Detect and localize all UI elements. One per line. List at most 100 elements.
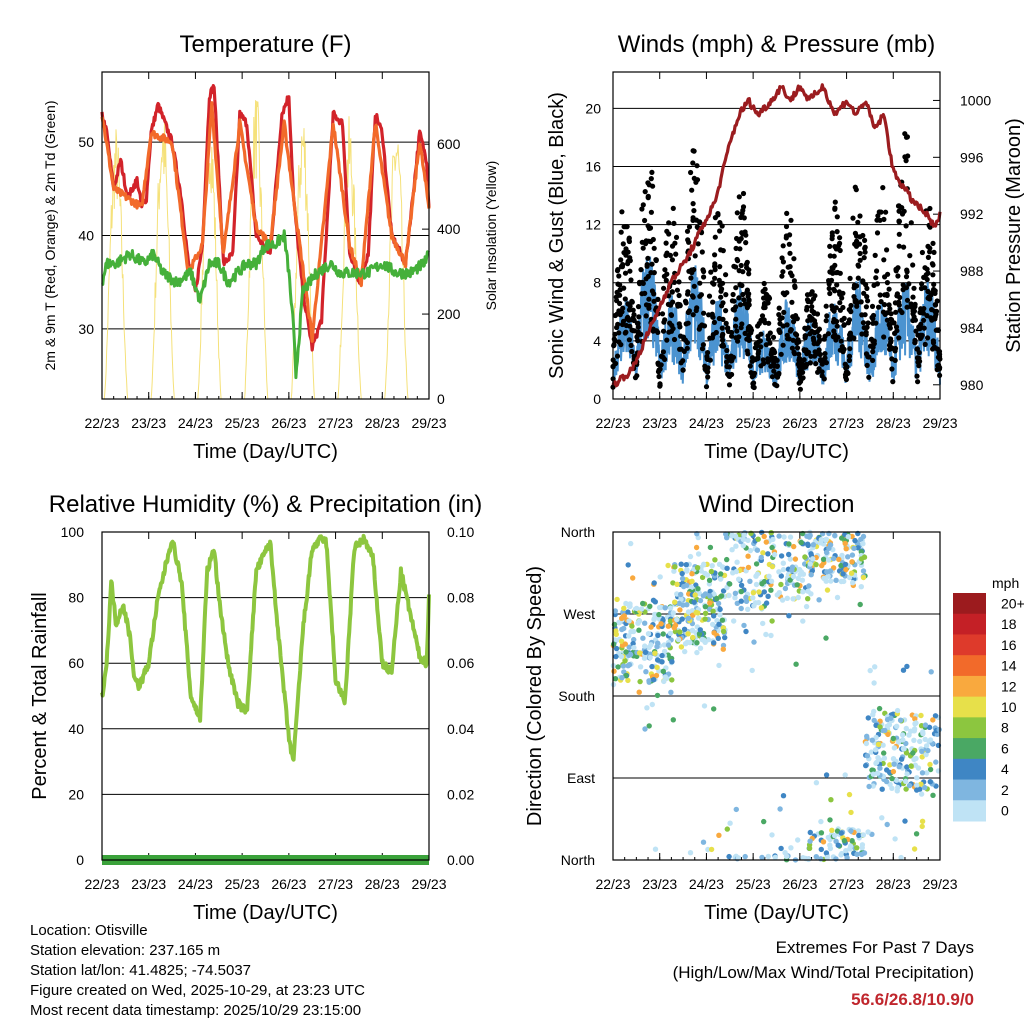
gust-point — [857, 257, 863, 263]
gust-point — [668, 328, 675, 334]
direction-point — [727, 581, 733, 587]
gust-point — [899, 309, 905, 316]
direction-point — [661, 678, 667, 685]
y2-tick-label: 980 — [960, 377, 984, 393]
direction-point — [899, 732, 906, 738]
direction-point — [690, 634, 696, 641]
direction-point — [803, 603, 810, 610]
gust-point — [663, 240, 669, 246]
x-tick-label: 24/23 — [178, 876, 213, 892]
direction-point — [802, 554, 808, 560]
direction-point — [895, 784, 901, 791]
direction-point — [647, 603, 653, 609]
direction-point — [765, 853, 771, 860]
info-created: Figure created on Wed, 2025-10-29, at 23… — [30, 982, 365, 999]
gust-point — [651, 298, 657, 304]
direction-point — [772, 854, 778, 860]
direction-point — [741, 532, 747, 538]
direction-point — [922, 784, 928, 791]
direction-point — [695, 551, 702, 557]
direction-point — [706, 577, 713, 583]
gust-point — [712, 234, 718, 240]
gust-point — [801, 357, 807, 363]
plot-frame — [101, 71, 430, 400]
gust-point — [635, 320, 641, 326]
gust-point — [746, 337, 752, 343]
direction-point — [860, 568, 867, 574]
direction-point — [807, 561, 813, 567]
gust-point — [837, 307, 844, 313]
y2-tick-label: 0.02 — [447, 786, 474, 802]
x-tick-label: 23/23 — [131, 415, 166, 431]
direction-point — [679, 570, 685, 577]
direction-point — [782, 850, 788, 856]
gust-point — [870, 349, 876, 355]
direction-point — [642, 620, 648, 626]
x-tick-label: 22/23 — [84, 415, 119, 431]
gust-point — [851, 294, 857, 300]
insolation-line — [244, 100, 269, 400]
y-tick-label: East — [567, 770, 595, 786]
gust-point — [900, 287, 906, 293]
direction-point — [917, 738, 923, 745]
gust-point — [646, 182, 652, 188]
gust-point — [829, 265, 835, 271]
gust-point — [720, 316, 726, 322]
gust-point — [734, 210, 740, 216]
gust-point — [812, 330, 818, 336]
direction-point — [694, 649, 700, 656]
series-2m-t — [100, 84, 431, 352]
gust-point — [829, 236, 835, 242]
gust-point — [863, 304, 870, 310]
gust-point — [669, 257, 676, 263]
direction-point — [919, 754, 925, 760]
gust-point — [855, 219, 861, 225]
gust-point — [683, 300, 689, 306]
gust-point — [688, 275, 694, 281]
gust-point — [694, 224, 700, 230]
direction-point — [863, 762, 869, 769]
direction-point — [806, 845, 813, 851]
direction-point — [677, 607, 683, 613]
direction-point — [650, 597, 657, 603]
gust-point — [927, 296, 933, 302]
gust-point — [791, 278, 798, 284]
x-axis-label: Time (Day/UTC) — [193, 902, 338, 924]
gust-point — [828, 269, 834, 275]
gust-point — [850, 215, 856, 221]
gust-point — [765, 300, 771, 306]
gust-point — [701, 323, 708, 329]
direction-point — [848, 828, 854, 834]
gust-point — [823, 318, 829, 324]
gust-point — [842, 361, 848, 367]
gust-point — [658, 362, 664, 368]
direction-point — [768, 578, 775, 584]
direction-point — [637, 664, 644, 670]
gust-point — [932, 316, 938, 322]
gust-point — [811, 322, 817, 328]
gust-point — [884, 280, 891, 286]
direction-point — [750, 595, 756, 601]
gust-point — [618, 257, 624, 263]
direction-point — [651, 677, 657, 683]
gust-point — [737, 302, 744, 308]
gust-point — [792, 351, 798, 357]
gust-point — [709, 335, 716, 341]
direction-point — [842, 561, 849, 568]
direction-point — [838, 830, 844, 836]
gust-point — [794, 316, 800, 322]
gust-point — [903, 223, 909, 229]
extremes-values: 56.6/26.8/10.9/0 — [851, 990, 974, 1009]
gust-point — [798, 367, 804, 373]
y-tick-label: 12 — [585, 217, 601, 233]
direction-point — [828, 578, 834, 584]
direction-point — [849, 533, 855, 540]
gust-point — [695, 241, 701, 247]
direction-point — [701, 561, 707, 567]
direction-point — [630, 640, 636, 647]
gust-point — [880, 185, 886, 191]
direction-point — [625, 609, 631, 615]
direction-point — [891, 745, 898, 751]
direction-point — [766, 573, 772, 579]
plot-frame — [612, 531, 941, 861]
